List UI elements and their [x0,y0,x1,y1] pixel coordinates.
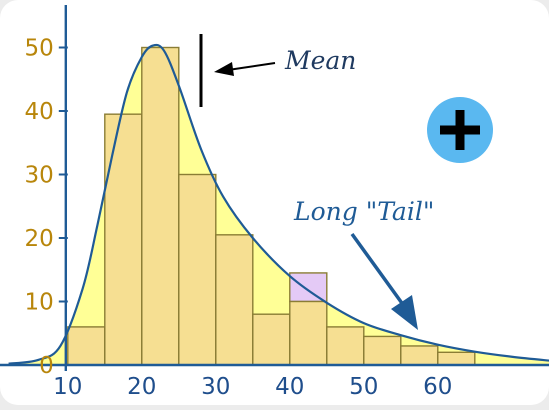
bars-layer [67,46,476,366]
zoom-in-button[interactable] [427,97,493,163]
bar-excess [289,272,328,303]
x-tick-label: 40 [275,374,304,400]
histogram-bar [437,351,476,366]
x-tick-label: 30 [201,374,230,400]
x-tick-label: 60 [423,374,452,400]
mean-arrow-head [214,62,234,76]
mean-label: Mean [284,46,356,75]
y-tick-label: 30 [25,163,54,189]
histogram-bar [363,335,402,366]
histogram-bar [141,46,180,366]
curve-line-layer [8,43,549,365]
distribution-curve [8,43,549,365]
y-tick-label: 40 [25,99,54,125]
tail-label: Long "Tail" [293,197,434,226]
histogram-bar [178,173,217,366]
y-tick-label: 10 [25,290,54,316]
plus-icon [440,110,480,150]
axes-layer [0,5,549,371]
histogram-bar [326,326,365,366]
annotations-layer: Mean Long "Tail" [199,34,434,330]
histogram-bar [104,113,143,366]
x-tick-label: 10 [53,374,82,400]
histogram-bar [400,345,439,366]
y-tick-label: 0 [39,353,54,379]
histogram-bar [252,313,291,366]
tail-arrow-head [391,295,418,330]
x-tick-label: 50 [349,374,378,400]
histogram-bar [215,234,254,366]
y-tick-label: 50 [25,36,54,62]
tail-arrow [350,232,406,308]
histogram-bar [289,300,328,366]
x-tick-label: 20 [127,374,156,400]
y-tick-label: 20 [25,226,54,252]
histogram-bar [67,326,106,366]
mean-arrow [227,62,276,71]
